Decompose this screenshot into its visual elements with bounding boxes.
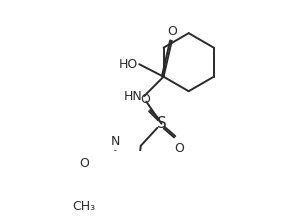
Text: S: S [157,116,166,131]
Text: O: O [141,93,151,106]
Text: O: O [174,142,184,155]
Text: O: O [167,25,177,38]
Text: N: N [111,135,120,148]
Text: HN: HN [124,90,143,103]
Text: HO: HO [119,58,138,71]
Text: CH₃: CH₃ [72,200,96,213]
Text: O: O [80,157,90,170]
